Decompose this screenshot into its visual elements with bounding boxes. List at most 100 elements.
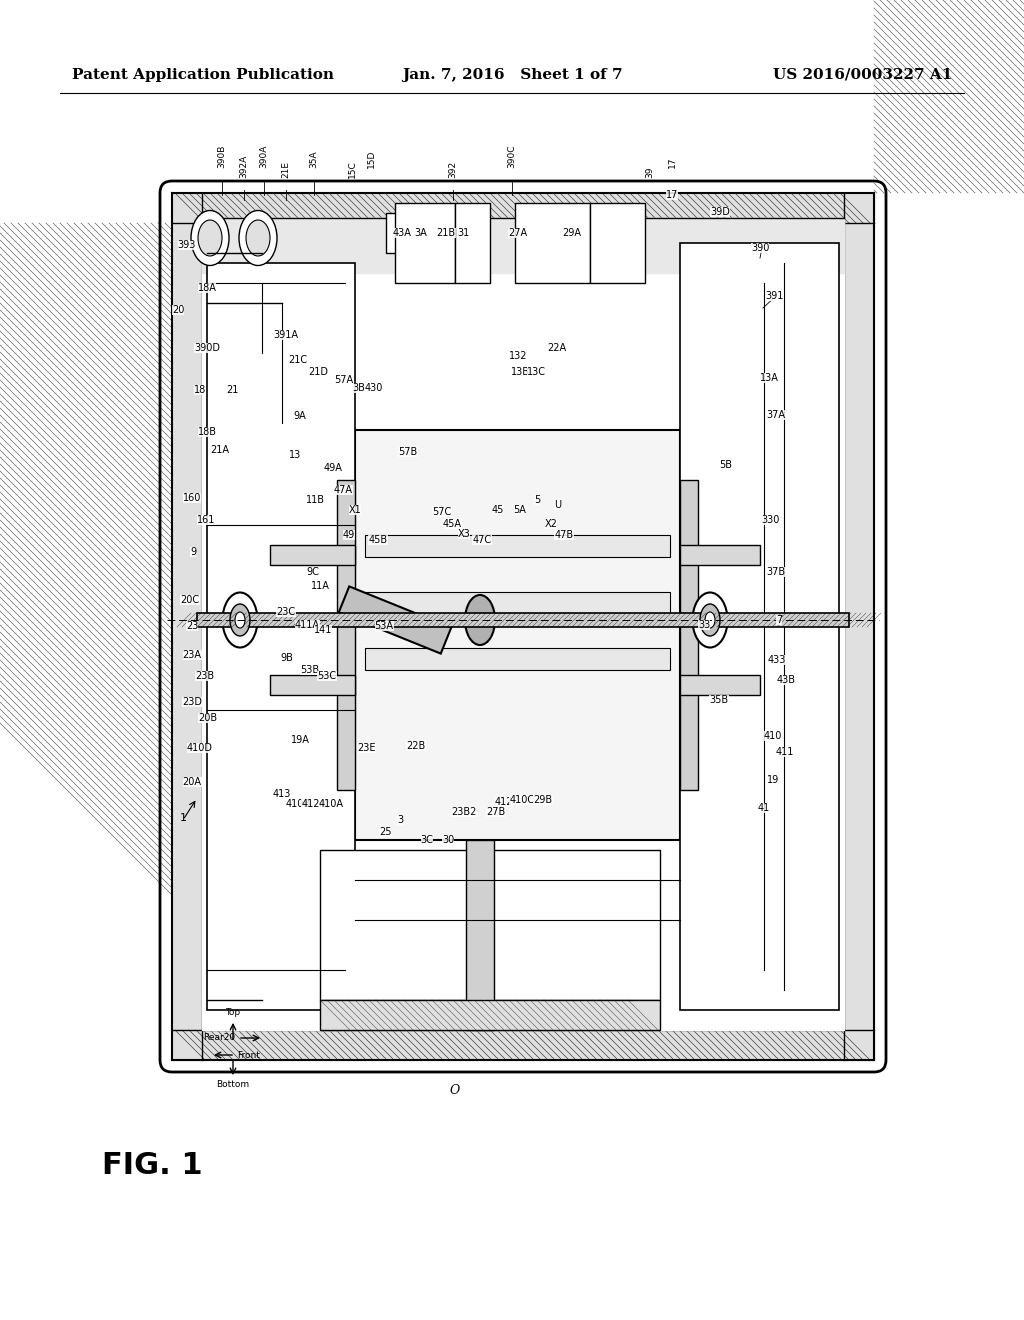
Text: Bottom: Bottom [216, 1080, 250, 1089]
Text: US 2016/0003227 A1: US 2016/0003227 A1 [773, 69, 952, 82]
Text: 1: 1 [179, 813, 186, 822]
Text: 393: 393 [178, 240, 197, 249]
Text: 17: 17 [668, 157, 677, 168]
Ellipse shape [246, 220, 270, 256]
Text: 53B: 53B [300, 665, 319, 675]
Text: 33: 33 [698, 620, 710, 630]
Text: 22A: 22A [548, 343, 566, 352]
Bar [386, 213, 414, 253]
Text: 53A: 53A [375, 620, 393, 631]
Text: 410B: 410B [286, 799, 310, 809]
Bar [207, 263, 355, 1010]
Text: 21C: 21C [289, 355, 307, 366]
Text: 19: 19 [767, 775, 779, 785]
Text: 392: 392 [449, 161, 458, 178]
Text: 5B: 5B [720, 459, 732, 470]
Text: 390A: 390A [259, 145, 268, 168]
Ellipse shape [700, 605, 720, 636]
Text: 27A: 27A [509, 228, 527, 238]
Bar [455, 203, 490, 282]
Text: X1: X1 [348, 506, 361, 515]
Text: 11A: 11A [310, 581, 330, 591]
Text: 410C: 410C [509, 795, 535, 805]
Text: 411A: 411A [295, 620, 319, 630]
Text: 13B: 13B [511, 367, 529, 378]
Text: 3B: 3B [352, 383, 366, 393]
Text: 15D: 15D [367, 149, 376, 168]
Text: 47C: 47C [472, 535, 492, 545]
Ellipse shape [705, 612, 715, 628]
Ellipse shape [198, 220, 222, 256]
Ellipse shape [222, 593, 257, 648]
Bar [355, 430, 680, 840]
Text: 13A: 13A [760, 374, 778, 383]
Text: 9A: 9A [294, 411, 306, 421]
Text: 47A: 47A [334, 484, 352, 495]
Ellipse shape [692, 593, 727, 648]
Bar [270, 545, 355, 565]
Text: 5A: 5A [514, 506, 526, 515]
Text: 53C: 53C [317, 671, 337, 681]
Bar [319, 850, 660, 1001]
Text: 5: 5 [534, 495, 540, 506]
Bar [365, 648, 670, 671]
Bar [466, 840, 494, 1030]
Text: 17: 17 [666, 190, 678, 201]
Text: 410: 410 [764, 731, 782, 741]
Text: 413: 413 [272, 789, 291, 799]
Text: X3: X3 [458, 529, 470, 539]
Text: 20A: 20A [182, 777, 202, 787]
Text: Patent Application Publication: Patent Application Publication [72, 69, 334, 82]
Text: 7: 7 [776, 615, 782, 624]
Text: 43B: 43B [776, 675, 796, 685]
Text: 29A: 29A [562, 228, 582, 238]
Text: 411: 411 [776, 747, 795, 756]
Text: 20C: 20C [180, 595, 200, 605]
Bar [680, 243, 839, 1010]
Text: 430: 430 [365, 383, 383, 393]
Text: 9: 9 [189, 546, 196, 557]
Text: 412: 412 [495, 797, 513, 807]
Text: 23B: 23B [196, 671, 215, 681]
Text: 31: 31 [457, 228, 469, 238]
Text: 41: 41 [758, 803, 770, 813]
Text: 57A: 57A [335, 375, 353, 385]
Text: 49: 49 [343, 531, 355, 540]
Text: 3A: 3A [415, 228, 427, 238]
Bar [365, 591, 670, 614]
Text: 18A: 18A [198, 282, 216, 293]
Text: 392A: 392A [240, 154, 249, 178]
Text: 37B: 37B [766, 568, 785, 577]
Text: 13C: 13C [526, 367, 546, 378]
Text: 20B: 20B [199, 713, 217, 723]
Text: 160: 160 [183, 492, 201, 503]
Text: 23: 23 [185, 620, 199, 631]
Text: 21B: 21B [436, 228, 456, 238]
Text: FIG. 1: FIG. 1 [101, 1151, 203, 1180]
Text: 410D: 410D [187, 743, 213, 752]
Text: 410A: 410A [318, 799, 343, 809]
Text: 23B2: 23B2 [452, 807, 477, 817]
Text: 15C: 15C [347, 160, 356, 178]
Bar [680, 545, 760, 565]
Text: 20: 20 [172, 305, 184, 315]
Text: 49A: 49A [324, 463, 342, 473]
Bar [454, 213, 482, 253]
Ellipse shape [191, 210, 229, 265]
Text: 13: 13 [289, 450, 301, 459]
Text: 21: 21 [226, 385, 239, 395]
Bar [590, 203, 645, 282]
Text: 45B: 45B [369, 535, 387, 545]
Bar [197, 612, 849, 627]
Text: 390D: 390D [194, 343, 220, 352]
Text: 390C: 390C [508, 144, 516, 168]
Bar [365, 535, 670, 557]
Text: 390: 390 [751, 243, 769, 253]
Text: X2: X2 [545, 519, 557, 529]
Bar [421, 213, 449, 253]
Text: 23E: 23E [357, 743, 376, 752]
Bar [680, 675, 760, 696]
Polygon shape [339, 586, 452, 653]
Text: 132: 132 [509, 351, 527, 360]
Text: Front: Front [237, 1051, 260, 1060]
